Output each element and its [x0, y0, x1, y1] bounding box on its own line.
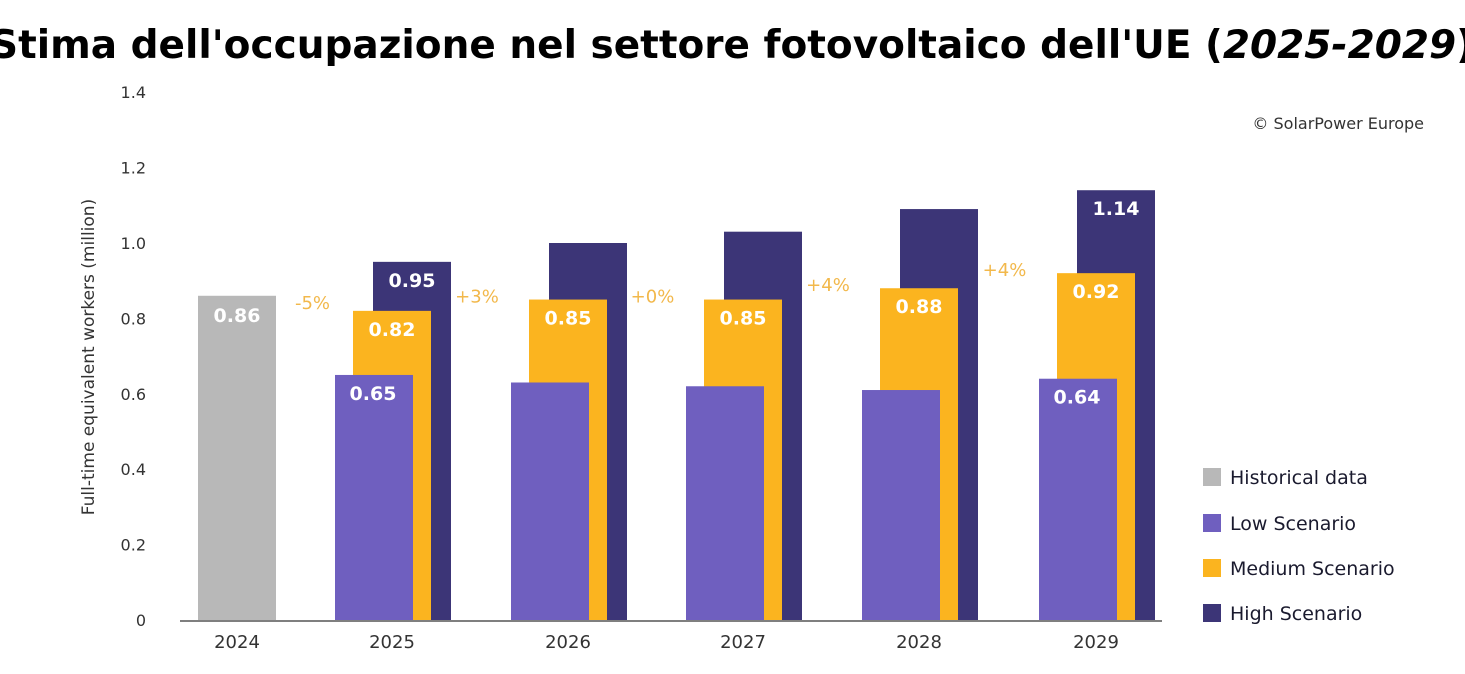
value-label: 0.88 [896, 296, 943, 318]
x-tick-label: 2026 [545, 632, 591, 653]
y-tick-label: 1.2 [121, 159, 146, 178]
x-axis-ticks: 2024 2025 2026 2027 2028 2029 [214, 632, 1119, 653]
growth-label: +0% [631, 287, 675, 308]
value-label: 0.64 [1054, 387, 1101, 409]
value-label: 0.86 [214, 305, 261, 327]
bar-historical [198, 295, 276, 620]
bar-low [335, 374, 413, 620]
growth-label: +4% [983, 260, 1027, 281]
growth-label: -5% [295, 293, 330, 314]
chart-title-years: 2025-2029 [1223, 23, 1456, 68]
legend-swatch [1203, 604, 1221, 622]
legend-swatch [1203, 514, 1221, 532]
value-label: 0.85 [720, 308, 767, 330]
value-label: 0.92 [1073, 281, 1120, 303]
bar-low [686, 386, 764, 620]
bar-low [862, 390, 940, 620]
y-tick-label: 1.4 [121, 83, 146, 102]
x-tick-label: 2029 [1073, 632, 1119, 653]
bar-low [511, 382, 589, 620]
y-tick-label: 0 [136, 611, 146, 630]
value-label: 0.85 [545, 308, 592, 330]
legend-label: Low Scenario [1230, 513, 1356, 535]
legend: Historical data Low Scenario Medium Scenar… [1203, 467, 1395, 625]
y-tick-label: 0.4 [121, 460, 146, 479]
value-label: 0.65 [350, 383, 397, 405]
legend-label: Medium Scenario [1230, 558, 1395, 580]
x-tick-label: 2025 [369, 632, 415, 653]
copyright-note: © SolarPower Europe [1252, 114, 1424, 133]
chart-title: Stima dell'occupazione nel settore fotov… [0, 23, 1465, 68]
y-tick-label: 0.2 [121, 536, 146, 555]
bars [198, 190, 1155, 620]
bar-low [1039, 378, 1117, 620]
legend-swatch [1203, 468, 1221, 486]
y-tick-label: 1.0 [121, 234, 146, 253]
legend-label: Historical data [1230, 467, 1368, 489]
value-label: 0.82 [369, 319, 416, 341]
legend-swatch [1203, 559, 1221, 577]
y-tick-label: 0.8 [121, 309, 146, 328]
value-label: 0.95 [389, 270, 436, 292]
growth-label: +4% [806, 275, 850, 296]
x-tick-label: 2024 [214, 632, 260, 653]
value-label: 1.14 [1093, 198, 1140, 220]
value-labels: 0.86 0.95 1.14 0.82 0.85 0.85 0.88 0.92 0.65 0.64… [214, 198, 1140, 409]
y-axis-title: Full-time equivalent workers (million) [79, 199, 99, 515]
x-tick-label: 2027 [720, 632, 766, 653]
growth-label: +3% [455, 287, 499, 308]
y-axis-ticks: 0 0.2 0.4 0.6 0.8 1.0 1.2 1.4 [121, 83, 146, 630]
y-tick-label: 0.6 [121, 385, 146, 404]
legend-label: High Scenario [1230, 603, 1362, 625]
x-tick-label: 2028 [896, 632, 942, 653]
